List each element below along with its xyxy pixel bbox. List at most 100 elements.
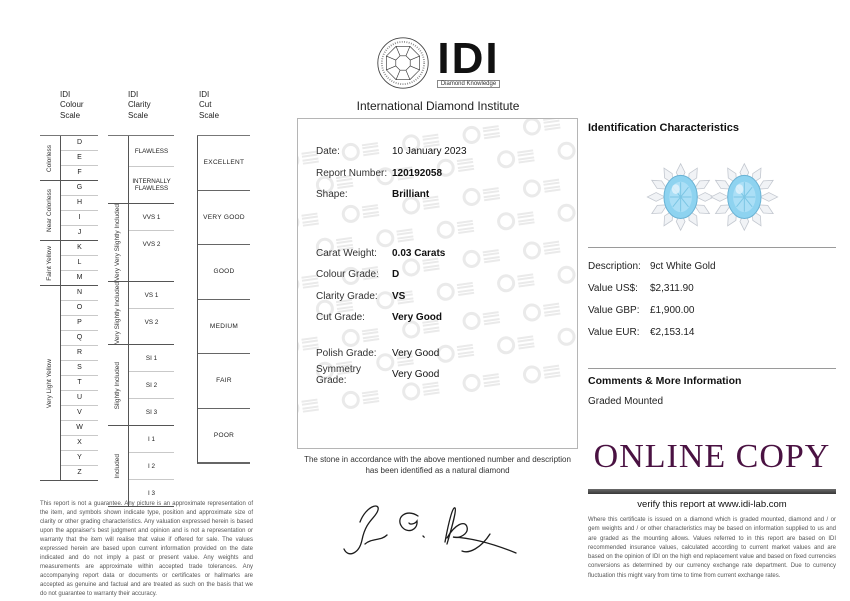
valuation-value: £1,900.00 [650, 304, 695, 316]
grade-cell: N [61, 286, 98, 302]
field-row: Cut Grade: Very Good [316, 307, 577, 329]
grade-cell: O [61, 301, 98, 317]
scale-group-label: Included [108, 426, 128, 506]
field-value: 0.03 Carats [392, 247, 446, 259]
grade-cell: I [61, 211, 98, 227]
watermark-unit [298, 396, 319, 419]
verify-url-text: verify this report at www.idi-lab.com [637, 499, 787, 510]
valuation-label: Value GBP: [588, 304, 640, 316]
scale-group-label [108, 136, 128, 203]
scale-group-label-text: Slightly Included [114, 361, 122, 409]
grade-cell: I 1 [129, 426, 174, 454]
grade-cell: W [61, 421, 98, 437]
grade-cell: S [61, 361, 98, 377]
blue-stone [671, 184, 680, 195]
scale-group: Faint Yellow K L M [40, 241, 98, 287]
scale-group-label-text: Faint Yellow [46, 245, 54, 281]
field-section: Carat Weight: 0.03 Carats Colour Grade: D Cl… [316, 243, 577, 329]
grade-cell: MEDIUM [198, 300, 250, 355]
report-disclaimer: This report is not a guarantee. Any pict… [40, 501, 253, 597]
scale-cells: EXCELLENT VERY GOOD GOOD MEDIUM FAIR POOR [197, 136, 250, 464]
blue-stone [669, 182, 692, 212]
certificate-fields: Date: 10 January 2023 Report Number: 120192… [298, 119, 577, 386]
field-value: Very Good [392, 347, 440, 359]
field-value: 120192058 [392, 167, 443, 179]
grade-cell: K [61, 241, 98, 257]
grade-cell: U [61, 391, 98, 407]
grade-cell: VS 1 [129, 282, 174, 310]
field-row: Report Number: 120192058 [316, 163, 577, 185]
scale-group-label-text: Very Slightly Included [114, 282, 122, 345]
scale-group-label: Very Very Slightly Included [108, 204, 128, 281]
scale-group-label: Colorless [40, 136, 60, 180]
valuation-value: 9ct White Gold [650, 260, 716, 272]
field-value: Very Good [392, 312, 443, 324]
scale-group-label: Very Light Yellow [40, 286, 60, 480]
watermark-bars [301, 397, 319, 415]
field-section: Date: 10 January 2023 Report Number: 120192… [316, 141, 577, 206]
field-label: Colour Grade: [316, 269, 379, 281]
grade-cell: H [61, 196, 98, 212]
certificate-panel: Date: 10 January 2023 Report Number: 120192… [297, 118, 578, 449]
grade-cell: VERY GOOD [198, 191, 250, 246]
field-row: Polish Grade: Very Good [316, 343, 577, 365]
comments-heading: Comments & More Information [588, 375, 742, 387]
scale-group: Colorless D E F [40, 135, 98, 182]
scale-group-label: Slightly Included [108, 345, 128, 425]
grade-cell: E [61, 151, 98, 167]
scale-group-label-text: Very Light Yellow [46, 358, 54, 408]
scale-group: Very Slightly Included VS 1 VS 2 [108, 282, 174, 346]
grade-cell: FAIR [198, 354, 250, 409]
clarity-scale-title: IDI Clarity Scale [128, 90, 151, 120]
cut-scale: IDI Cut Scale EXCELLENT VERY GOOD GOOD MEDI… [197, 90, 250, 465]
halo-diamond [646, 192, 666, 202]
valuation-label: Description: [588, 260, 641, 272]
grade-cell: Q [61, 331, 98, 347]
field-value: Brilliant [392, 189, 430, 201]
watermark-bars [361, 388, 380, 406]
grade-cell: V [61, 406, 98, 422]
field-value: VS [392, 290, 406, 302]
grade-cell: SI 3 [145, 408, 158, 416]
natural-diamond-statement: The stone in accordance with the above m… [304, 455, 571, 475]
institute-name: International Diamond Institute [356, 99, 520, 113]
watermark-unit [340, 387, 380, 411]
halo-diamond [759, 192, 779, 202]
scale-group-label-text: Colorless [46, 144, 54, 172]
field-section: Polish Grade: Very Good Symmetry Grade: Ver… [316, 343, 577, 386]
grade-cell: EXCELLENT [198, 136, 250, 191]
valuation-rows: Description: 9ct White Gold Value US$: $2,3… [588, 255, 836, 343]
field-row: Shape: Brilliant [316, 184, 577, 206]
valuation-label: Value EUR: [588, 326, 640, 338]
grade-cell: FLAWLESS [129, 136, 174, 168]
scale-cells: VVS 1 VVS 2 [128, 204, 174, 282]
grade-cell: I 2 [129, 453, 174, 481]
divider-line [588, 247, 836, 248]
field-label: Polish Grade: [316, 347, 377, 359]
scale-cells: VS 1 VS 2 [128, 282, 174, 345]
scale-group-label-text: Near Colorless [46, 189, 54, 233]
logo-tagline: Diamond Knowledge [436, 80, 501, 89]
cut-scale-title: IDI Cut Scale [199, 90, 220, 120]
grade-cell: POOR [198, 409, 250, 464]
watermark-bar [423, 391, 440, 396]
clarity-scale-body: FLAWLESS INTERNALLY FLAWLESS Very Very Sli… [108, 135, 174, 508]
grade-cell: F [77, 169, 82, 177]
valuation-disclaimer: Where this certificate is issued on a di… [588, 517, 836, 579]
scale-cells: FLAWLESS INTERNALLY FLAWLESS [128, 136, 174, 204]
scale-group: Near Colorless G H I J [40, 181, 98, 242]
divider-line [588, 368, 836, 369]
field-value: 10 January 2023 [392, 146, 467, 158]
scale-group-label: Very Slightly Included [108, 282, 128, 344]
grade-cell: M [76, 274, 83, 282]
blue-gemstone-cluster-earrings-photo [646, 162, 779, 232]
scale-group-label: Faint Yellow [40, 241, 60, 285]
scale-group-label-text: Included [114, 454, 122, 479]
diamond-in-circle-icon [377, 37, 429, 89]
verify-divider-bar [588, 489, 836, 494]
grade-cell: D [61, 136, 98, 152]
